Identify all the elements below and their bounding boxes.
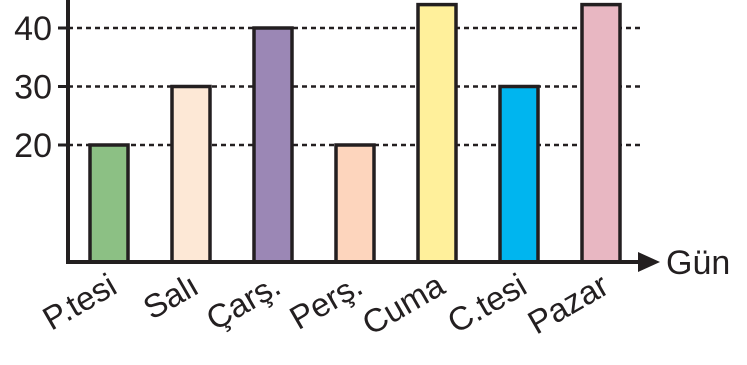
bar-2 (170, 84, 212, 264)
x-tick-label-7: Pazar (521, 266, 614, 341)
bar-1 (88, 143, 130, 264)
y-tick-label-40: 40 (14, 10, 52, 48)
y-tick-label-20: 20 (14, 127, 52, 165)
x-axis-label: Gün (666, 244, 730, 282)
x-tick-label-6: C.tesi (441, 266, 533, 340)
bar-4 (334, 143, 376, 264)
x-tick-label-1: P.tesi (36, 266, 122, 337)
y-tick-labels: 20 30 40 (14, 10, 52, 165)
x-tick-label-2: Salı (137, 266, 205, 326)
x-tick-label-4: Perş. (283, 266, 368, 337)
x-axis-arrowhead (638, 252, 660, 272)
y-tick-label-30: 30 (14, 69, 52, 107)
bar-3 (252, 26, 294, 264)
bar-6 (498, 84, 540, 264)
bar-5 (416, 2, 458, 264)
bar-7 (580, 2, 622, 264)
x-tick-label-3: Çarş. (200, 266, 287, 337)
grid-lines (58, 26, 644, 147)
x-tick-label-5: Cuma (356, 266, 451, 342)
bars (88, 2, 622, 264)
axes: Gün (66, 0, 730, 282)
